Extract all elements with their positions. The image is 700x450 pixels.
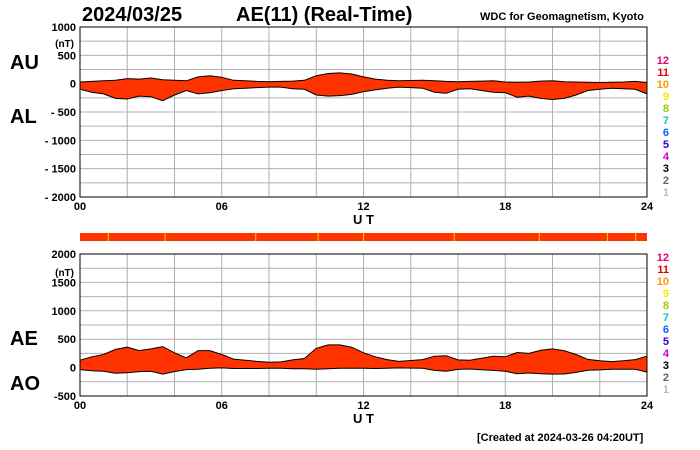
y-tick-label: 1000	[52, 306, 76, 318]
legend-station-number: 8	[663, 103, 669, 115]
legend-station-number: 12	[657, 252, 669, 264]
y-tick-label: - 1000	[45, 135, 76, 147]
source-label: WDC for Geomagnetism, Kyoto	[480, 11, 644, 23]
x-tick-label: 12	[357, 400, 369, 412]
legend-station-number: 6	[663, 127, 669, 139]
legend-station-number: 2	[663, 372, 669, 384]
x-tick-label: 00	[74, 400, 86, 412]
series-line-ao	[79, 367, 648, 375]
legend-station-number: 7	[663, 312, 669, 324]
series-line-au	[79, 72, 648, 84]
plot-frame	[79, 253, 648, 397]
y-tick-label: 0	[70, 79, 76, 91]
y-tick-label: -500	[54, 391, 76, 403]
legend-station-number: 10	[657, 276, 669, 288]
filled-band	[80, 72, 647, 101]
x-tick-label: 24	[641, 400, 654, 412]
plot-frame	[79, 26, 648, 198]
series-label-au: AU	[10, 52, 39, 74]
date-label: 2024/03/25	[82, 4, 183, 26]
legend-station-number: 5	[663, 336, 669, 348]
x-tick-label: 00	[74, 201, 86, 213]
legend-station-number: 11	[657, 264, 669, 276]
legend-station-number: 4	[663, 151, 670, 163]
y-tick-label: 500	[58, 50, 76, 62]
x-axis-label: U T	[353, 411, 374, 426]
legend-station-number: 10	[657, 79, 669, 91]
x-tick-label: 06	[216, 400, 228, 412]
y-tick-label: 1500	[52, 277, 76, 289]
legend-station-number: 1	[663, 187, 669, 199]
legend-station-number: 4	[663, 348, 670, 360]
legend-station-number: 3	[663, 163, 669, 175]
legend-station-number: 2	[663, 175, 669, 187]
chart-title: AE(11) (Real-Time)	[236, 4, 413, 26]
legend-station-number: 3	[663, 360, 669, 372]
unit-label: (nT)	[55, 39, 74, 50]
panel-top: 1000 500 0 - 500 - 1000 - 1500 - 2000 (nT) 00 06 1…	[10, 22, 670, 227]
x-tick-label: 24	[641, 201, 654, 213]
legend-station-number: 5	[663, 139, 669, 151]
x-tick-label: 12	[357, 201, 369, 213]
filled-band	[80, 344, 647, 375]
y-tick-label: 2000	[52, 249, 76, 261]
y-tick-label: - 500	[51, 107, 76, 119]
station-status-bar	[80, 233, 647, 241]
legend-station-number: 6	[663, 324, 669, 336]
series-line-al	[79, 86, 648, 102]
y-tick-label: 500	[58, 334, 76, 346]
created-timestamp: [Created at 2024-03-26 04:20UT]	[477, 432, 644, 444]
y-tick-label: 1000	[52, 22, 76, 34]
series-label-al: AL	[10, 106, 37, 128]
y-tick-label: - 2000	[45, 192, 76, 204]
y-tick-label: - 1500	[45, 164, 76, 176]
legend-station-number: 7	[663, 115, 669, 127]
unit-label: (nT)	[55, 268, 74, 279]
legend-station-number: 9	[663, 288, 669, 300]
legend-station-number: 8	[663, 300, 669, 312]
legend-station-number: 9	[663, 91, 669, 103]
x-tick-label: 06	[216, 201, 228, 213]
series-label-ao: AO	[10, 373, 40, 395]
legend-station-number: 11	[657, 67, 669, 79]
x-axis-label: U T	[353, 212, 374, 227]
series-line-ae	[79, 344, 648, 363]
y-tick-label: 0	[70, 363, 76, 375]
legend-station-number: 12	[657, 55, 669, 67]
x-tick-label: 18	[499, 400, 511, 412]
x-tick-label: 18	[499, 201, 511, 213]
series-label-ae: AE	[10, 328, 38, 350]
legend-station-number: 1	[663, 384, 669, 396]
